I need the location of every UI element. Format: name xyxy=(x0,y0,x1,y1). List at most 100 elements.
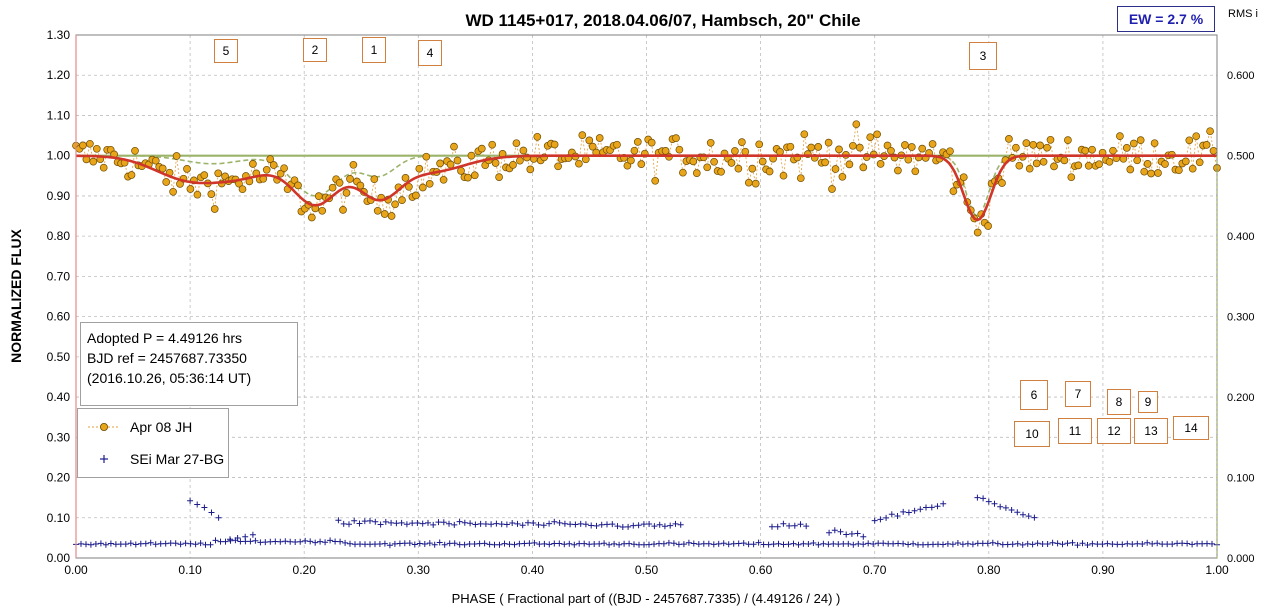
data-point xyxy=(401,174,410,182)
marker-6: 6 xyxy=(1020,380,1048,410)
plus-point xyxy=(994,540,1001,547)
plus-point xyxy=(481,540,488,547)
data-point xyxy=(214,169,223,178)
data-point xyxy=(741,147,750,156)
x-tick-label: 0.50 xyxy=(635,563,659,577)
data-point xyxy=(391,200,399,209)
plus-point xyxy=(969,541,976,548)
data-point xyxy=(1136,136,1145,144)
plus-point xyxy=(546,520,553,527)
plus-point xyxy=(234,535,241,541)
plus-point xyxy=(340,520,347,527)
plus-point xyxy=(461,519,468,526)
plus-point xyxy=(572,521,579,528)
plus-point xyxy=(609,521,616,528)
plus-point xyxy=(900,540,907,547)
plus-point xyxy=(322,539,329,546)
y-tick-label: 0.60 xyxy=(47,310,71,324)
data-point xyxy=(328,183,337,192)
plus-point xyxy=(843,531,850,538)
plus-point xyxy=(414,520,421,526)
dip-marker-1: 1 xyxy=(362,37,386,63)
plus-point xyxy=(614,523,621,530)
fit-model-curve xyxy=(76,154,1217,222)
plus-point xyxy=(1054,540,1061,547)
plus-point xyxy=(409,520,416,527)
data-point xyxy=(734,164,743,173)
plus-point xyxy=(317,538,324,545)
plus-point xyxy=(997,503,1004,510)
plus-point xyxy=(980,495,987,502)
data-point xyxy=(509,161,517,169)
plus-point xyxy=(670,540,677,547)
x-tick-label: 0.00 xyxy=(64,563,88,577)
data-point xyxy=(464,173,472,182)
data-point xyxy=(1147,169,1155,178)
plus-point xyxy=(249,531,256,538)
plus-point xyxy=(1002,504,1009,511)
plus-point xyxy=(774,523,781,530)
plus-point xyxy=(989,539,996,546)
plus-point xyxy=(1069,539,1076,546)
plus-point xyxy=(656,521,663,528)
data-point xyxy=(172,152,181,160)
data-point xyxy=(470,171,479,180)
data-point xyxy=(516,156,524,165)
data-point xyxy=(1046,135,1055,144)
data-point xyxy=(859,163,868,172)
plus-point xyxy=(826,529,833,536)
data-point xyxy=(269,161,278,169)
plus-point xyxy=(680,541,687,548)
data-point xyxy=(1064,136,1072,144)
plus-point xyxy=(546,541,553,548)
plus-point xyxy=(525,519,531,526)
marker-13: 13 xyxy=(1134,418,1168,444)
plus-point xyxy=(1020,511,1026,518)
data-point xyxy=(1202,141,1211,149)
plus-point xyxy=(949,541,956,548)
data-point xyxy=(998,179,1006,187)
plus-point xyxy=(850,541,857,548)
plus-point xyxy=(845,540,852,547)
data-point xyxy=(1050,162,1058,171)
data-point xyxy=(717,167,725,176)
data-point xyxy=(703,163,712,172)
plus-point xyxy=(1034,540,1041,547)
data-point xyxy=(1188,164,1197,173)
plus-point xyxy=(194,501,201,508)
plus-point xyxy=(797,521,804,528)
data-point xyxy=(904,155,913,164)
grid-lines xyxy=(76,34,1217,558)
y-axis-label: NORMALIZED FLUX xyxy=(8,228,24,362)
data-point xyxy=(1036,141,1044,150)
data-point xyxy=(894,166,902,175)
plus-point xyxy=(297,538,304,545)
plus-point xyxy=(1079,540,1086,547)
plus-point xyxy=(102,541,109,548)
plus-point xyxy=(871,517,878,524)
data-point xyxy=(249,160,257,168)
data-point xyxy=(776,148,784,156)
plus-point xyxy=(530,520,537,526)
data-point xyxy=(127,171,136,179)
data-point xyxy=(575,159,583,168)
data-point xyxy=(1181,157,1190,166)
data-point xyxy=(415,164,424,173)
plus-point xyxy=(425,519,431,526)
data-point xyxy=(526,165,535,174)
data-point xyxy=(731,147,739,155)
x-tick-label: 0.10 xyxy=(178,563,202,577)
data-point xyxy=(1126,165,1135,174)
data-point xyxy=(238,185,247,194)
plus-point xyxy=(775,540,782,547)
plus-point xyxy=(403,521,410,528)
x-tick-label: 0.60 xyxy=(749,563,773,577)
data-point xyxy=(1005,135,1013,143)
plus-point xyxy=(619,524,626,530)
marker-9: 9 xyxy=(1138,391,1158,413)
data-point xyxy=(342,189,351,197)
plus-point xyxy=(1031,514,1038,521)
data-point xyxy=(1209,146,1218,155)
data-point xyxy=(585,136,594,145)
plus-point xyxy=(837,528,844,535)
